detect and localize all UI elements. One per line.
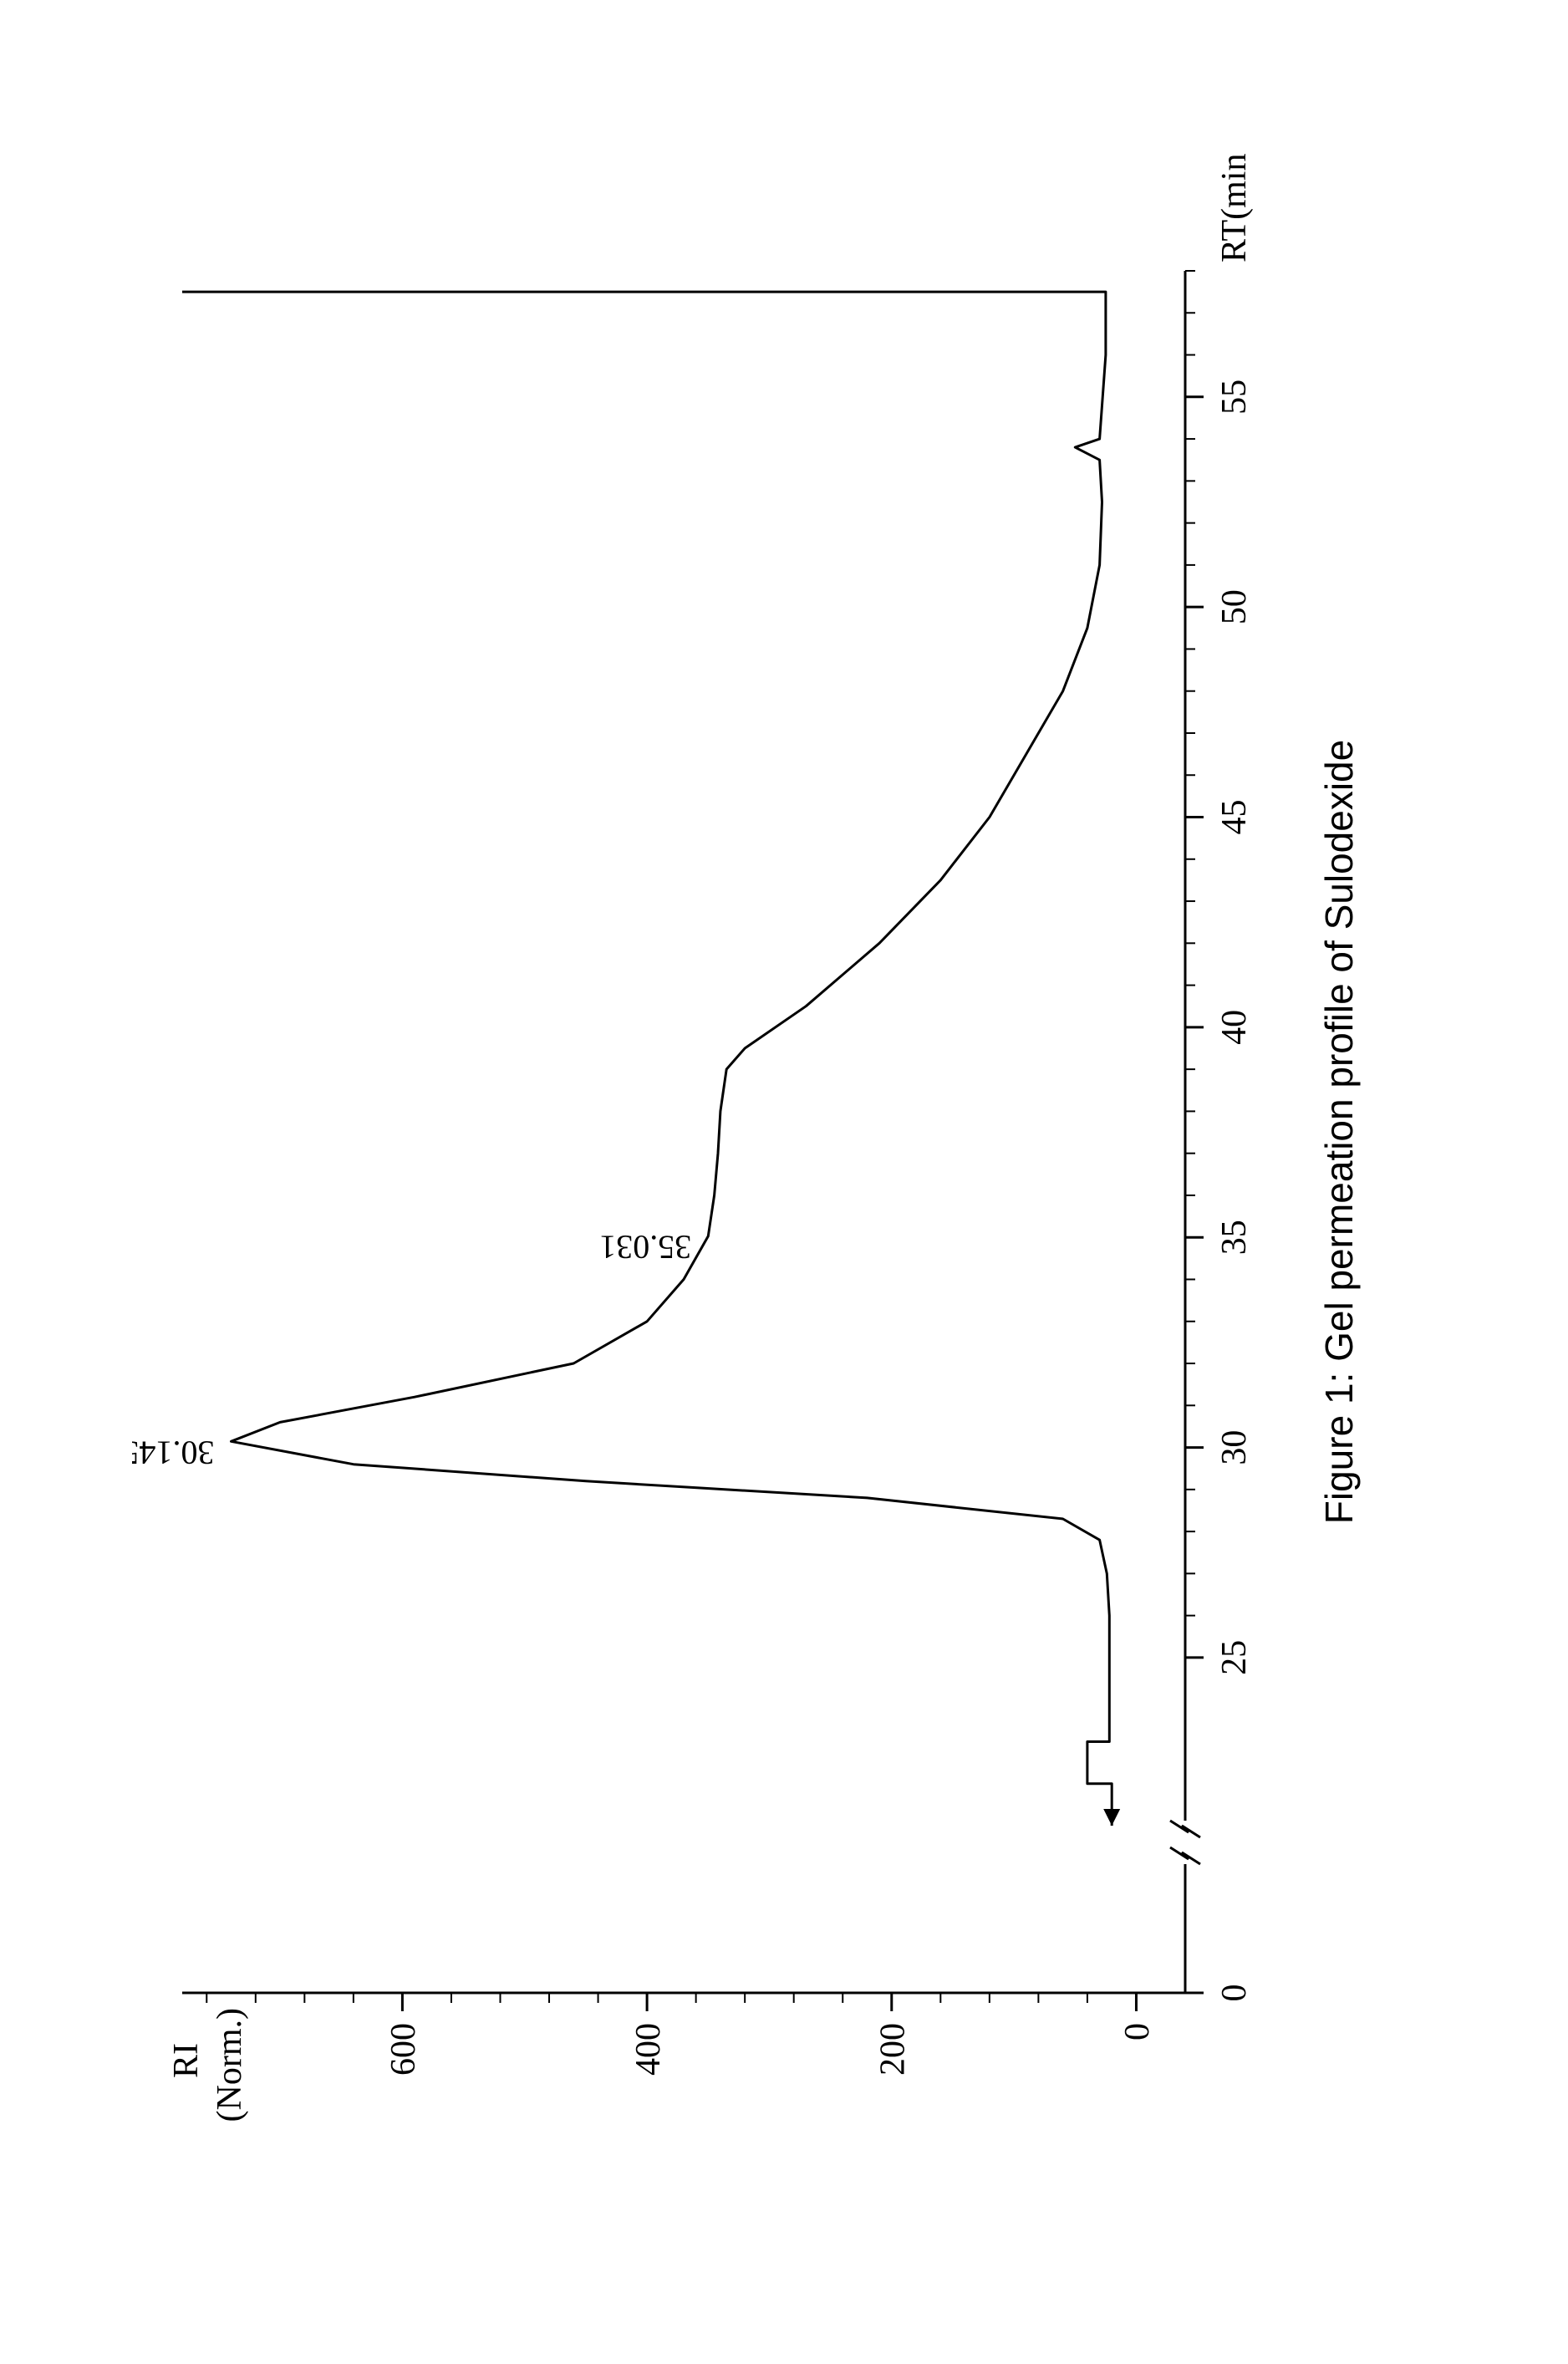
chart-background (132, 154, 1436, 2210)
chart-container: 0 25 30 35 40 45 50 55 0 200 400 600 RT(min) RI(Norm.… (132, 154, 1436, 2210)
y-axis-label-ri: RI (167, 2043, 206, 2078)
peak-label: 30.145 (132, 1434, 215, 1471)
x-axis-label: RT(min) (1215, 154, 1254, 262)
x-tick-label: 40 (1215, 1010, 1254, 1045)
y-tick-label: 400 (629, 2023, 668, 2076)
x-tick-label: 35 (1215, 1220, 1254, 1255)
y-tick-label: 200 (873, 2023, 912, 2076)
gel-permeation-chart: 0 25 30 35 40 45 50 55 0 200 400 600 RT(min) RI(Norm.… (132, 154, 1436, 2210)
y-tick-label: 0 (1118, 2023, 1157, 2040)
x-tick-label: 25 (1215, 1640, 1254, 1675)
page: 0 25 30 35 40 45 50 55 0 200 400 600 RT(min) RI(Norm.… (0, 0, 1568, 2364)
x-tick-label: 45 (1215, 800, 1254, 835)
peak-label: 35.031 (599, 1229, 691, 1266)
x-tick-label: 55 (1215, 380, 1254, 415)
x-tick-label: 30 (1215, 1430, 1254, 1465)
y-tick-label: 600 (384, 2023, 423, 2076)
y-axis-label-norm: (Norm.) (211, 2008, 249, 2122)
x-tick-label: 50 (1215, 589, 1254, 624)
figure-caption: Figure 1: Gel permeation profile of Sulo… (1317, 740, 1361, 1524)
x-tick-label: 0 (1215, 1984, 1254, 2002)
